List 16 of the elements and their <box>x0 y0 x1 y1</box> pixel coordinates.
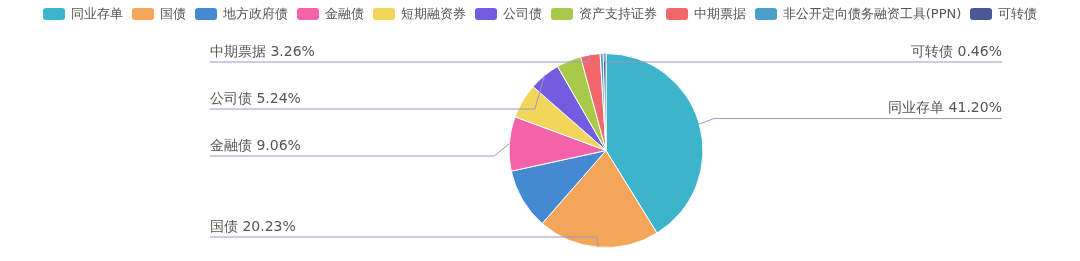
legend-label: 金融债 <box>324 5 364 23</box>
category-label: 同业存单 41.20% <box>888 99 1002 116</box>
legend-label: 资产支持证券 <box>578 5 657 23</box>
category-label: 公司债 5.24% <box>210 89 301 106</box>
category-label: 可转债 0.46% <box>911 42 1002 59</box>
legend-label: 可转债 <box>998 5 1038 23</box>
legend-label: 国债 <box>159 5 186 23</box>
legend-label: 同业存单 <box>70 5 123 23</box>
category-label: 金融债 9.06% <box>210 136 301 153</box>
category-label: 中期票据 3.26% <box>210 42 315 59</box>
legend-label: 公司债 <box>502 5 542 23</box>
legend-label: 地方政府债 <box>222 5 288 23</box>
legend-label: 非公开定向债务融资工具(PPN) <box>782 5 962 23</box>
legend-label: 短期融资券 <box>400 5 466 23</box>
legend-label: 中期票据 <box>693 5 746 23</box>
category-label: 国债 20.23% <box>210 217 296 234</box>
